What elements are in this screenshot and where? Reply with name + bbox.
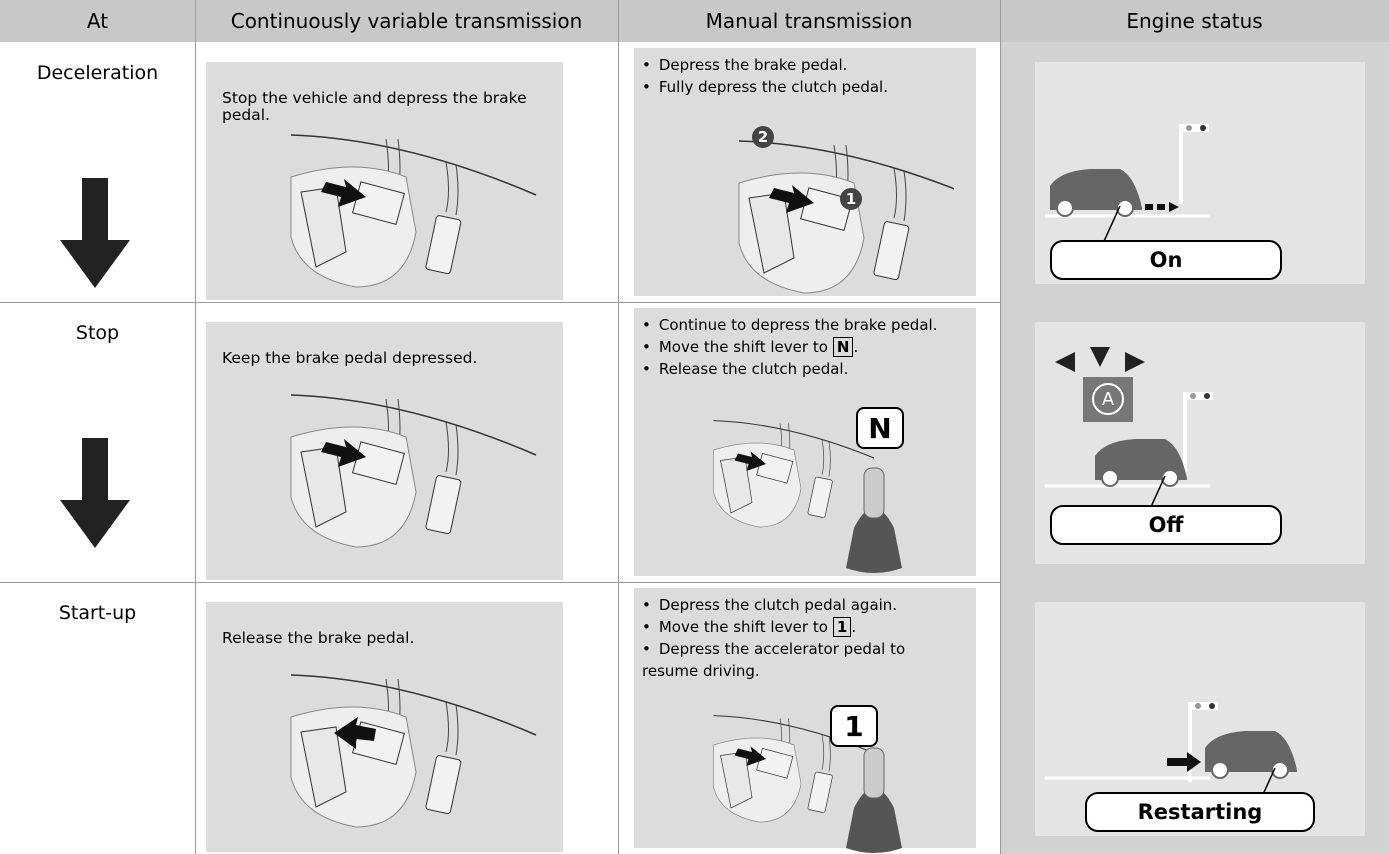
cvt-instruction: Release the brake pedal. <box>222 629 415 647</box>
icon-letter: A <box>1102 389 1115 410</box>
cvt-instruction: Keep the brake pedal depressed. <box>222 349 478 367</box>
pedal-illustration <box>713 420 874 528</box>
vline <box>618 0 619 854</box>
manual-step: Depress the accelerator pedal to resume … <box>642 638 962 682</box>
at-label: Deceleration <box>36 62 159 84</box>
pedal-illustration <box>713 715 874 823</box>
manual-steps: Continue to depress the brake pedal. Move… <box>642 314 962 380</box>
step-text: Fully depress the clutch pedal. <box>658 78 888 96</box>
engine-panel: On <box>1035 62 1365 284</box>
manual-steps: Depress the clutch pedal again. Move the … <box>642 594 962 682</box>
manual-step: Move the shift lever to1. <box>642 616 962 638</box>
step-text: Depress the brake pedal. <box>658 56 848 74</box>
shift-callout: N <box>856 407 904 449</box>
at-label: Start-up <box>58 602 137 624</box>
down-arrow <box>60 438 130 548</box>
manual-step: Depress the clutch pedal again. <box>642 594 962 616</box>
step-text: Depress the accelerator pedal to resume … <box>642 640 906 680</box>
step-suffix: . <box>851 618 857 636</box>
manual-steps: Depress the brake pedal. Fully depress th… <box>642 54 962 98</box>
vline <box>1000 0 1001 854</box>
pedal-illustration <box>290 394 537 548</box>
manual-step: Depress the brake pedal. <box>642 54 962 76</box>
step-number: 2 <box>752 126 774 148</box>
shift-knob <box>846 467 902 573</box>
hline <box>0 582 1389 583</box>
key: N <box>832 337 854 357</box>
manual-panel: Continue to depress the brake pedal. Move… <box>634 308 976 576</box>
cvt-panel: Keep the brake pedal depressed. <box>206 322 563 580</box>
header-cell: Manual transmission <box>618 0 1000 42</box>
shift-callout: 1 <box>830 705 878 747</box>
hline <box>0 302 1389 303</box>
cvt-panel: Release the brake pedal. <box>206 602 563 852</box>
engine-status: Restarting <box>1085 792 1315 832</box>
step-suffix: . <box>853 338 859 356</box>
manual-step: Continue to depress the brake pedal. <box>642 314 962 336</box>
manual-panel: Depress the clutch pedal again. Move the … <box>634 588 976 853</box>
down-arrow <box>60 178 130 288</box>
step-text: Release the clutch pedal. <box>658 360 849 378</box>
engine-status: Off <box>1050 505 1282 545</box>
pedal-illustration <box>290 134 537 288</box>
engine-status: On <box>1050 240 1282 280</box>
manual-panel: Depress the brake pedal. Fully depress th… <box>634 48 976 296</box>
step-text: Move the shift lever to <box>658 338 828 356</box>
step-text: Continue to depress the brake pedal. <box>658 316 938 334</box>
at-label: Stop <box>75 322 120 344</box>
step-text: Depress the clutch pedal again. <box>658 596 898 614</box>
header-cell: At <box>0 0 195 42</box>
manual-step: Release the clutch pedal. <box>642 358 962 380</box>
header-cell: Continuously variable transmission <box>195 0 618 42</box>
vline <box>195 0 196 854</box>
pedal-illustration <box>290 674 537 828</box>
manual-step: Fully depress the clutch pedal. <box>642 76 962 98</box>
header-cell: Engine status <box>1000 0 1389 42</box>
key: 1 <box>832 617 852 637</box>
engine-panel: Restarting <box>1035 602 1365 836</box>
step-number: 1 <box>840 188 862 210</box>
engine-illustration: A <box>1045 347 1213 522</box>
cvt-instruction: Stop the vehicle and depress the brake p… <box>222 89 527 124</box>
manual-step: Move the shift lever toN. <box>642 336 962 358</box>
engine-illustration <box>1045 124 1210 262</box>
step-text: Move the shift lever to <box>658 618 828 636</box>
pedal-illustration <box>738 140 954 294</box>
engine-illustration <box>1045 702 1297 802</box>
engine-panel: A Off <box>1035 322 1365 564</box>
cvt-panel: Stop the vehicle and depress the brake p… <box>206 62 563 300</box>
shift-knob <box>846 747 902 853</box>
